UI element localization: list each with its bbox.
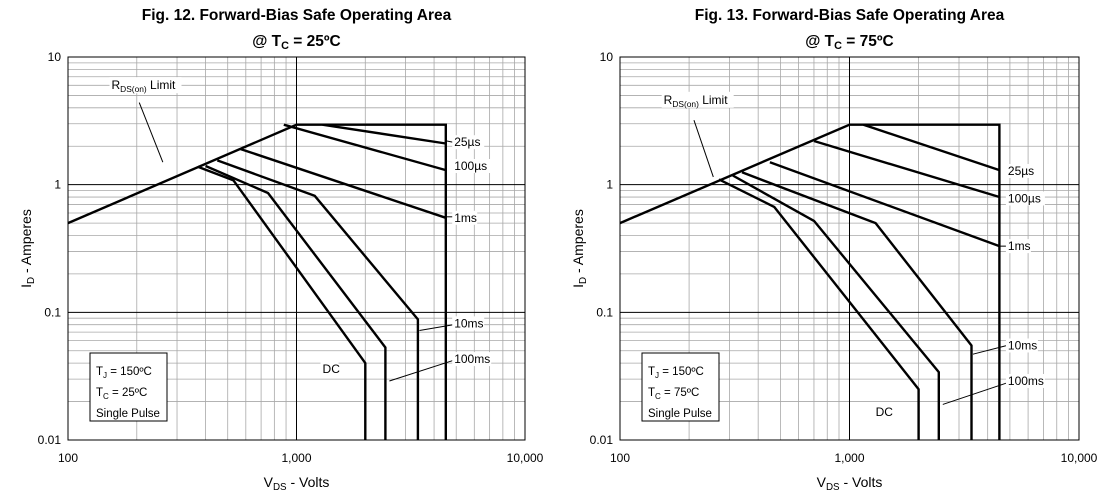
- rds-label-bg: [109, 77, 182, 94]
- series-line-100µs: [813, 139, 1000, 199]
- conditions-box: TJ = 150ºC TC = 25ºC Single Pulse: [89, 352, 168, 422]
- x-tick-label: 10,000: [507, 451, 544, 465]
- chart-subtitle: @ TC = 25ºC: [252, 33, 341, 52]
- chart-1: Fig. 12. Forward-Bias Safe Operating Are…: [18, 7, 544, 493]
- label-bg: [452, 352, 492, 367]
- series-label: 100ms: [1008, 374, 1044, 388]
- x-tick-label: 10,000: [1061, 451, 1098, 465]
- conditions-box: TJ = 150ºC TC = 75ºC Single Pulse: [641, 352, 720, 422]
- conditions-frame: [89, 352, 168, 422]
- series-line-100ms: [732, 174, 940, 440]
- plot-frame: [619, 56, 1080, 441]
- series-line-25µs: [863, 123, 1000, 172]
- series-label: DC: [876, 405, 894, 419]
- label-leader: [446, 140, 454, 143]
- x-axis-label: VDS - Volts: [817, 474, 883, 493]
- chart-subtitle: @ TC = 75ºC: [805, 33, 894, 52]
- y-tick-label: 10: [48, 50, 62, 64]
- y-tick-label: 0.1: [44, 305, 61, 319]
- series-label: 25µs: [1008, 164, 1034, 178]
- label-bg: [873, 405, 892, 420]
- y-tick-label: 1: [54, 178, 61, 192]
- x-tick-label: 1,000: [834, 451, 864, 465]
- rds-limit-label: RDS(on) Limit: [111, 78, 176, 94]
- label-leader: [389, 359, 454, 382]
- label-bg: [1005, 239, 1031, 254]
- x-tick-label: 100: [58, 451, 78, 465]
- y-tick-label: 0.1: [596, 305, 613, 319]
- x-tick-label: 100: [610, 451, 630, 465]
- x-axis-label: VDS - Volts: [264, 474, 330, 493]
- power-limit-line: [296, 123, 447, 440]
- label-bg: [1005, 373, 1045, 388]
- condition-line: TC = 25ºC: [96, 387, 147, 401]
- series-label: 10ms: [1008, 338, 1037, 352]
- power-limit-line: [849, 123, 1001, 440]
- label-leader: [419, 324, 454, 332]
- rds-pointer: [693, 120, 714, 178]
- chart-2: Fig. 13. Forward-Bias Safe Operating Are…: [570, 7, 1098, 493]
- y-axis-label: ID - Amperes: [18, 209, 37, 288]
- series-label: 25µs: [454, 135, 480, 149]
- series-label: 10ms: [454, 316, 483, 330]
- label-bg: [1005, 338, 1038, 353]
- series-line-1ms: [769, 161, 1000, 248]
- rds-limit-line: [619, 123, 850, 225]
- condition-line: TJ = 150ºC: [96, 366, 152, 380]
- rds-pointer: [138, 102, 164, 163]
- series-line-100ms: [205, 164, 387, 440]
- y-tick-label: 0.01: [38, 433, 62, 447]
- series-label: 100µs: [454, 159, 487, 173]
- series-label: DC: [323, 362, 341, 376]
- label-bg: [320, 361, 339, 376]
- label-bg: [452, 316, 485, 331]
- label-bg: [1005, 191, 1045, 206]
- rds-limit-line: [67, 123, 297, 225]
- series-line-10ms: [216, 159, 420, 440]
- condition-line: Single Pulse: [648, 408, 712, 420]
- series-label: 100µs: [1008, 191, 1041, 205]
- chart-title: Fig. 13. Forward-Bias Safe Operating Are…: [695, 7, 1005, 24]
- series-label: 100ms: [454, 352, 490, 366]
- series-line-DC: [197, 165, 367, 440]
- series-line-100µs: [283, 123, 447, 172]
- y-tick-label: 10: [600, 50, 614, 64]
- y-tick-label: 0.01: [590, 433, 614, 447]
- y-tick-label: 1: [606, 178, 613, 192]
- series-line-25µs: [322, 123, 446, 145]
- condition-line: TJ = 150ºC: [648, 366, 704, 380]
- series-line-1ms: [240, 147, 447, 219]
- series-line-10ms: [741, 171, 973, 440]
- chart-title: Fig. 12. Forward-Bias Safe Operating Are…: [142, 7, 452, 24]
- condition-line: Single Pulse: [96, 408, 160, 420]
- plot-frame: [67, 56, 526, 441]
- label-bg: [452, 210, 478, 225]
- label-bg: [452, 159, 492, 174]
- condition-line: TC = 75ºC: [648, 387, 699, 401]
- series-label: 1ms: [1008, 239, 1031, 253]
- y-axis-label: ID - Amperes: [570, 209, 589, 288]
- rds-label-bg: [661, 91, 734, 108]
- label-bg: [452, 135, 485, 150]
- conditions-frame: [641, 352, 720, 422]
- x-tick-label: 1,000: [281, 451, 311, 465]
- label-bg: [1005, 163, 1038, 178]
- series-label: 1ms: [454, 211, 477, 225]
- series-line-DC: [718, 178, 920, 440]
- rds-limit-label: RDS(on) Limit: [664, 93, 729, 109]
- label-leader: [972, 344, 1008, 355]
- label-leader: [942, 382, 1008, 405]
